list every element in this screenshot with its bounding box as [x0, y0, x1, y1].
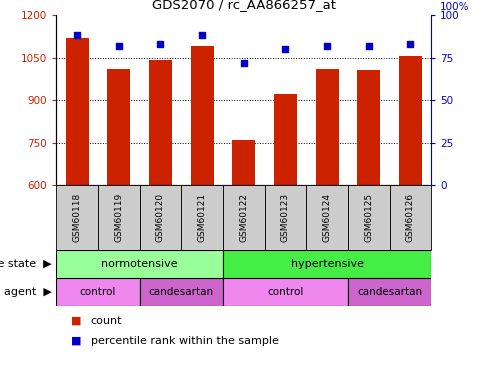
Point — [406, 41, 414, 47]
Text: GSM60125: GSM60125 — [364, 193, 373, 242]
Point — [281, 46, 289, 52]
Point — [323, 43, 331, 49]
Point — [115, 43, 122, 49]
Bar — [98, 185, 140, 250]
Text: ■: ■ — [71, 336, 81, 346]
Point — [73, 32, 81, 38]
Text: GSM60120: GSM60120 — [156, 193, 165, 242]
Bar — [107, 69, 130, 185]
Point — [198, 32, 206, 38]
Text: ■: ■ — [71, 316, 81, 326]
Text: GSM60124: GSM60124 — [322, 193, 332, 242]
Bar — [149, 60, 172, 185]
Bar — [348, 278, 431, 306]
Text: GSM60122: GSM60122 — [239, 193, 248, 242]
Text: normotensive: normotensive — [101, 259, 178, 269]
Bar — [223, 278, 348, 306]
Point — [240, 60, 247, 66]
Bar — [232, 140, 255, 185]
Point — [156, 41, 164, 47]
Text: GSM60123: GSM60123 — [281, 193, 290, 242]
Bar — [140, 278, 223, 306]
Text: percentile rank within the sample: percentile rank within the sample — [91, 336, 278, 346]
Bar — [306, 185, 348, 250]
Point — [365, 43, 372, 49]
Text: GSM60118: GSM60118 — [73, 193, 82, 242]
Bar — [181, 185, 223, 250]
Text: candesartan: candesartan — [149, 287, 214, 297]
Text: control: control — [80, 287, 116, 297]
Bar — [223, 250, 431, 278]
Bar — [357, 70, 380, 185]
Text: 100%: 100% — [440, 2, 469, 12]
Bar — [140, 185, 181, 250]
Bar — [399, 56, 422, 185]
Text: GSM60121: GSM60121 — [197, 193, 207, 242]
Bar — [274, 94, 297, 185]
Bar — [316, 69, 339, 185]
Text: disease state  ▶: disease state ▶ — [0, 259, 51, 269]
Bar — [223, 185, 265, 250]
Text: GSM60126: GSM60126 — [406, 193, 415, 242]
Title: GDS2070 / rc_AA866257_at: GDS2070 / rc_AA866257_at — [152, 0, 336, 11]
Text: count: count — [91, 316, 122, 326]
Text: GSM60119: GSM60119 — [114, 193, 123, 242]
Bar — [390, 185, 431, 250]
Bar — [265, 185, 306, 250]
Text: candesartan: candesartan — [357, 287, 422, 297]
Bar — [191, 46, 214, 185]
Text: control: control — [267, 287, 304, 297]
Bar — [348, 185, 390, 250]
Text: hypertensive: hypertensive — [291, 259, 364, 269]
Text: agent  ▶: agent ▶ — [3, 287, 51, 297]
Bar — [56, 185, 98, 250]
Bar — [56, 278, 140, 306]
Bar — [66, 38, 89, 185]
Bar — [56, 250, 223, 278]
